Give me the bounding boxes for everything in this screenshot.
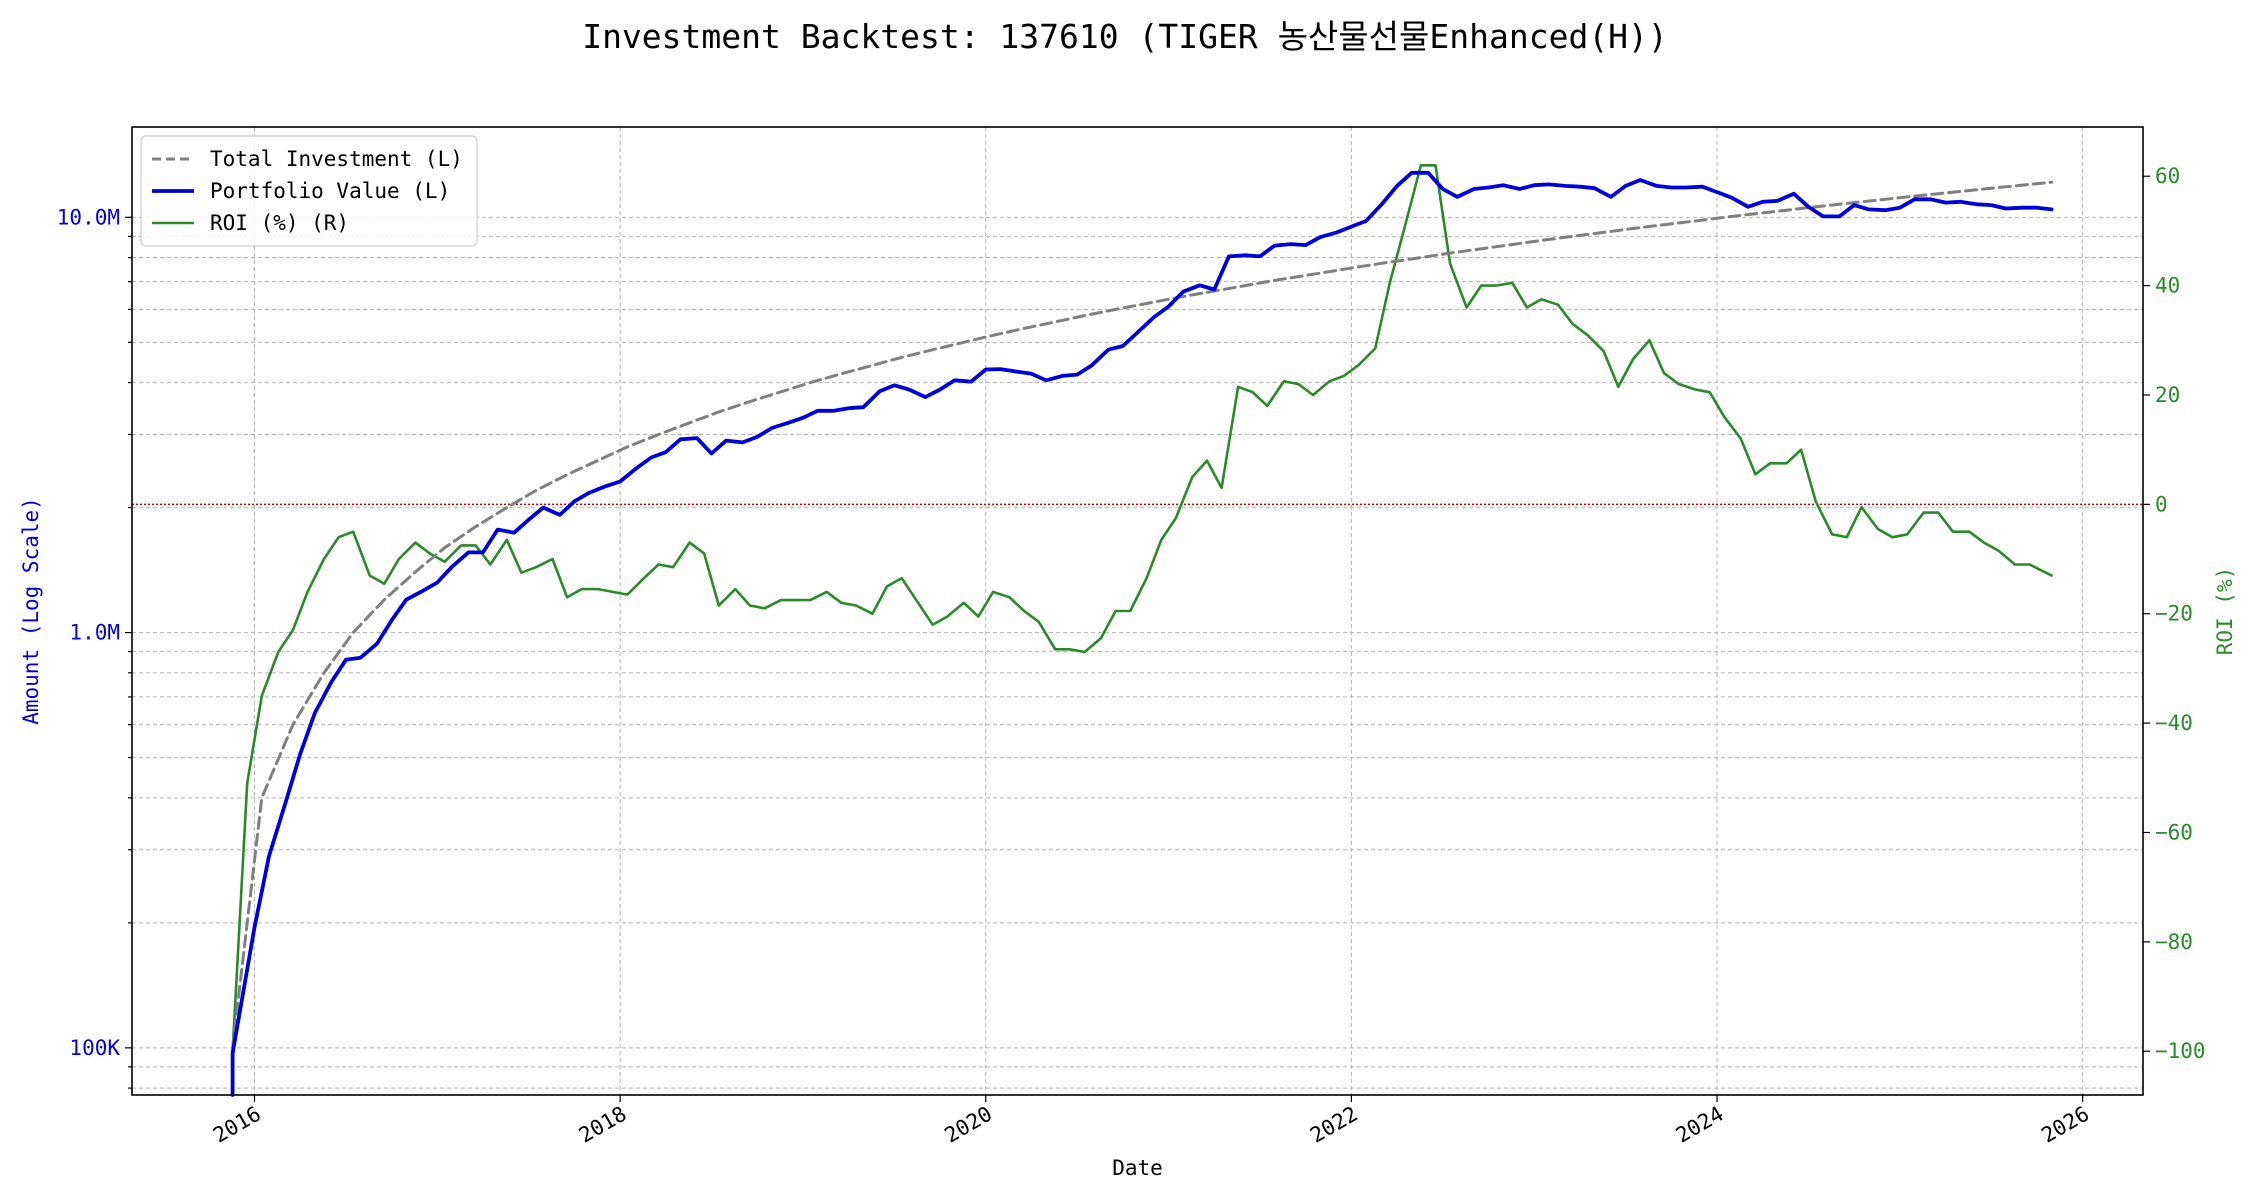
y-axis-right-label: ROI (%) [2213, 567, 2237, 656]
legend-entry: Total Investment (L) [210, 147, 463, 171]
axis-layer: 100K 1.0M 10.0M 2016 2018 2020 2022 2024 2026 −10… [57, 164, 2206, 1147]
series-layer [230, 164, 2054, 1097]
y-right-tick-label: −80 [2155, 930, 2193, 954]
y-right-tick-label: 60 [2155, 164, 2180, 188]
y-right-tick-label: −60 [2155, 820, 2193, 844]
y-right-tick-label: −20 [2155, 602, 2193, 626]
chart-title: Investment Backtest: 137610 (TIGER 농산물선물… [582, 17, 1668, 56]
grid-layer [132, 127, 2143, 1095]
x-tick-label: 2022 [1306, 1102, 1362, 1148]
roi-r-line [231, 164, 2053, 1053]
legend-entry: ROI (%) (R) [210, 211, 349, 235]
legend-entry: Portfolio Value (L) [210, 179, 450, 203]
x-tick-label: 2016 [209, 1102, 265, 1148]
y-right-tick-label: −100 [2155, 1039, 2206, 1063]
x-tick-label: 2026 [2037, 1102, 2093, 1148]
y-left-tick-label: 1.0M [69, 621, 120, 645]
y-left-tick-label: 10.0M [57, 205, 120, 229]
portfolio-value-l-line [230, 170, 2054, 1097]
x-tick-label: 2024 [1672, 1102, 1728, 1148]
legend-box [140, 135, 478, 247]
y-right-tick-label: −40 [2155, 711, 2193, 735]
y-axis-left-label: Amount (Log Scale) [19, 497, 43, 725]
total-investment-l-line [231, 180, 2054, 1050]
y-right-tick-label: 40 [2155, 274, 2180, 298]
plot-frame [131, 126, 2144, 1096]
y-right-tick-label: 20 [2155, 383, 2180, 407]
x-tick-label: 2018 [575, 1102, 631, 1148]
legend: Total Investment (L) Portfolio Value (L) R… [140, 135, 478, 247]
y-left-tick-label: 100K [69, 1036, 120, 1060]
y-right-tick-label: 0 [2155, 492, 2168, 516]
x-tick-label: 2020 [940, 1102, 996, 1148]
x-axis-label: Date [1112, 1156, 1163, 1180]
